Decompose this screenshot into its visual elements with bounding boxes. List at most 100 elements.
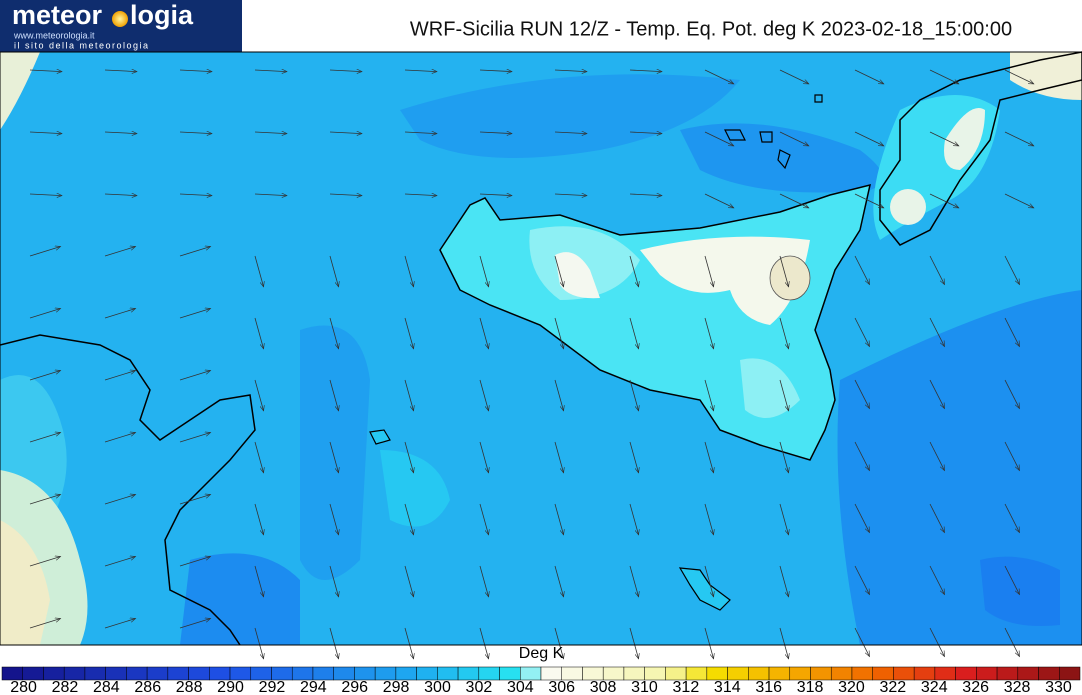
colorbar-swatch	[727, 666, 749, 681]
logo-url: www.meteorologia.it	[13, 30, 95, 40]
wind-arrow	[479, 317, 489, 349]
colorbar-swatch	[126, 666, 148, 681]
colorbar-swatch	[685, 666, 708, 681]
wind-arrow	[479, 379, 489, 411]
map-frame	[0, 51, 1082, 646]
wind-arrow	[629, 503, 639, 535]
map	[0, 51, 1082, 659]
wind-arrow	[179, 194, 212, 196]
logo-start: meteor	[12, 0, 103, 30]
wind-arrow	[29, 371, 61, 381]
colorbar-tick-label: 286	[134, 679, 161, 695]
logo-tagline: il sito della meteorologia	[14, 40, 150, 50]
field-region	[400, 74, 740, 158]
wind-arrow	[104, 194, 137, 196]
colorbar-tick-label: 282	[52, 679, 79, 695]
islands-aeolian	[724, 94, 823, 170]
wind-arrow	[179, 495, 211, 505]
wind-arrow	[779, 441, 789, 473]
colorbar-swatch	[748, 666, 770, 681]
wind-arrow	[854, 69, 884, 85]
wind-arrow	[404, 441, 414, 473]
colorbar-tick-label: 294	[300, 679, 327, 695]
wind-arrow	[929, 627, 945, 657]
field-region	[640, 236, 810, 325]
colorbar-swatch	[520, 666, 542, 681]
wind-arrow	[404, 503, 414, 535]
colorbar-swatch	[105, 666, 127, 681]
wind-arrow	[629, 627, 639, 659]
wind-arrow	[1004, 255, 1020, 285]
wind-arrow	[554, 194, 587, 196]
wind-arrow	[554, 317, 564, 349]
colorbar-swatch	[437, 666, 459, 681]
colorbar-swatch	[84, 666, 106, 681]
wind-arrow	[254, 70, 287, 72]
wind-arrow	[479, 194, 512, 196]
wind-arrow	[929, 441, 945, 471]
wind-arrow	[854, 131, 884, 147]
colorbar-swatch	[291, 666, 314, 681]
wind-arrow	[629, 317, 639, 349]
colorbar-swatch	[830, 666, 853, 681]
wind-arrows	[29, 69, 1034, 659]
wind-arrow	[29, 495, 61, 505]
wind-arrow	[854, 565, 870, 595]
wind-arrow	[29, 557, 61, 567]
wind-arrow	[329, 255, 339, 287]
colorbar-tick-label: 324	[921, 679, 948, 695]
colorbar-tick-label: 302	[466, 679, 493, 695]
logo-sun	[112, 11, 128, 27]
wind-arrow	[179, 433, 211, 443]
wind-arrow	[404, 565, 414, 597]
colorbar-swatch	[22, 666, 44, 681]
wind-arrow	[479, 441, 489, 473]
wind-arrow	[929, 565, 945, 595]
wind-arrow	[329, 379, 339, 411]
wind-arrow	[479, 70, 512, 72]
wind-arrow	[329, 317, 339, 349]
wind-arrow	[929, 317, 945, 347]
colorbar-swatch	[768, 666, 791, 681]
colorbar-swatch	[499, 666, 521, 681]
colorbar-tick-label: 322	[880, 679, 907, 695]
island-malta	[678, 567, 731, 611]
wind-arrow	[854, 503, 870, 533]
wind-arrow	[629, 132, 662, 134]
wind-arrow	[854, 255, 870, 285]
wind-arrow	[779, 503, 789, 535]
wind-arrow	[704, 441, 714, 473]
wind-arrow	[29, 309, 61, 319]
wind-arrow	[704, 131, 734, 147]
wind-arrow	[854, 193, 884, 209]
field-region	[944, 108, 985, 170]
field-region	[769, 255, 811, 301]
colorbar: 280 282 284 286 288 290 292 294 296 298 300 302 304 3…	[1, 666, 1081, 695]
colorbar-swatch	[934, 666, 956, 681]
wind-arrow	[779, 379, 789, 411]
wind-arrow	[1004, 379, 1020, 409]
wind-arrow	[104, 70, 137, 72]
colorbar-swatch	[167, 666, 189, 681]
colorbar-tick-label: 280	[10, 679, 37, 695]
wind-arrow	[554, 255, 564, 287]
wind-arrow	[1004, 627, 1020, 657]
wind-arrow	[29, 619, 61, 629]
colorbar-swatch	[250, 666, 272, 681]
wind-arrow	[479, 627, 489, 659]
wind-arrow	[254, 317, 264, 349]
wind-arrow	[404, 255, 414, 287]
logo-end: logia	[130, 0, 194, 30]
wind-arrow	[404, 379, 414, 411]
colorbar-swatch	[1059, 666, 1081, 681]
wind-arrow	[704, 255, 714, 287]
wind-arrow	[929, 131, 959, 147]
wind-arrow	[929, 379, 945, 409]
colorbar-swatch	[602, 666, 625, 681]
wind-arrow	[704, 193, 734, 209]
wind-arrow	[704, 627, 714, 659]
wind-arrow	[179, 619, 211, 629]
colorbar-tick-label: 290	[217, 679, 244, 695]
field-region	[837, 290, 1082, 645]
colorbar-swatch	[893, 666, 915, 681]
